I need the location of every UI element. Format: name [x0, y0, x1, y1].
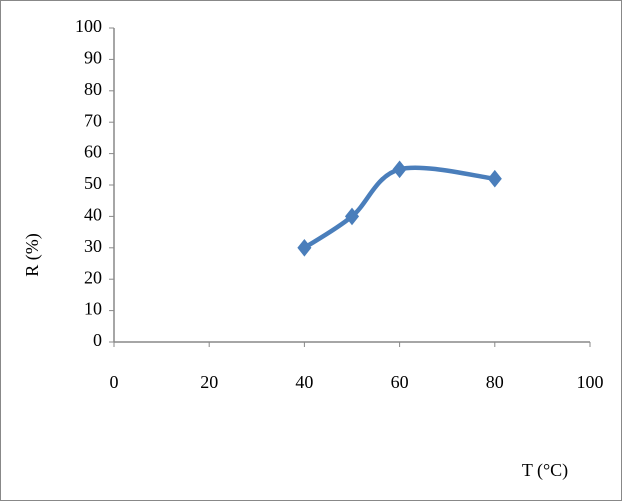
y-tick-label: 70	[84, 110, 102, 130]
y-tick-label: 90	[84, 48, 102, 68]
y-tick-label: 60	[84, 142, 102, 162]
series-line	[302, 165, 498, 251]
y-tick-label: 50	[84, 173, 102, 193]
x-tick-label: 0	[110, 372, 119, 392]
data-point	[392, 160, 407, 179]
y-tick-label: 20	[84, 267, 102, 287]
x-tick-label: 100	[577, 372, 604, 392]
y-tick-label: 30	[84, 236, 102, 256]
data-point	[344, 207, 360, 226]
x-tick-label: 40	[295, 372, 313, 392]
y-tick-label: 80	[84, 79, 102, 99]
y-tick-label: 10	[84, 299, 102, 319]
y-tick-label: 0	[93, 330, 102, 350]
x-tick-label: 20	[200, 372, 218, 392]
y-tick-label: 40	[84, 205, 102, 225]
x-tick-label: 80	[486, 372, 504, 392]
data-point	[297, 238, 312, 257]
y-tick-label: 100	[75, 16, 102, 36]
x-axis-label: T (°C)	[522, 460, 568, 481]
y-axis-label: R (%)	[22, 233, 43, 277]
data-point	[487, 169, 502, 188]
x-tick-label: 60	[391, 372, 409, 392]
